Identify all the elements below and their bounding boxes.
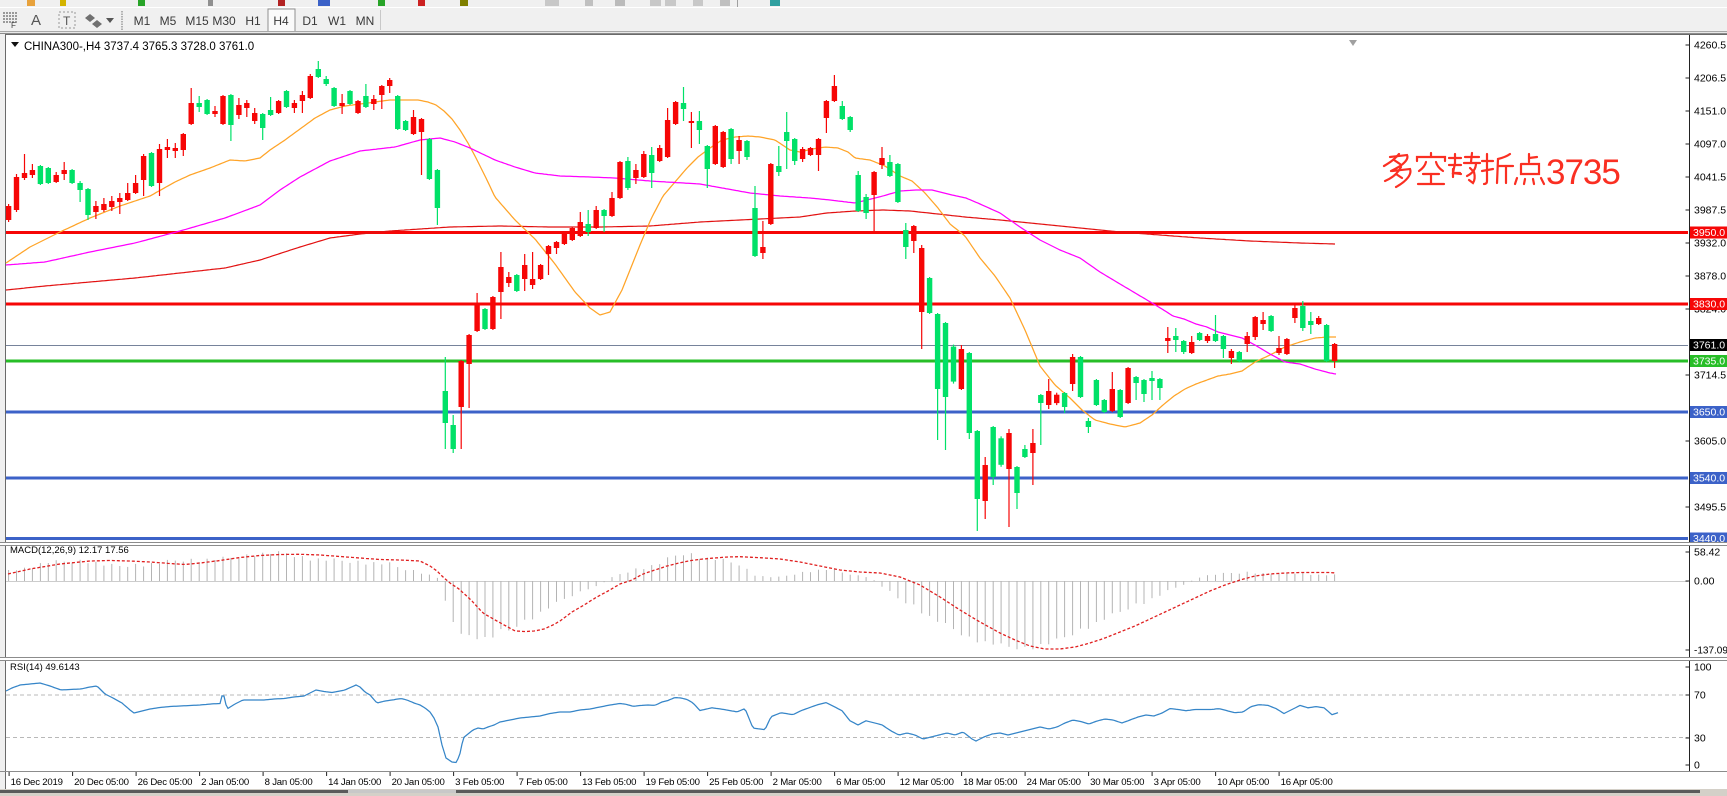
svg-text:70: 70 bbox=[1694, 690, 1706, 702]
svg-text:-137.09: -137.09 bbox=[1694, 646, 1727, 657]
svg-text:3987.5: 3987.5 bbox=[1694, 205, 1726, 217]
svg-text:25 Feb 05:00: 25 Feb 05:00 bbox=[709, 777, 763, 788]
svg-text:14 Jan 05:00: 14 Jan 05:00 bbox=[328, 777, 381, 788]
svg-text:M1: M1 bbox=[134, 14, 151, 28]
svg-text:H4: H4 bbox=[273, 14, 289, 28]
svg-text:16 Apr 05:00: 16 Apr 05:00 bbox=[1281, 777, 1333, 788]
svg-text:3714.5: 3714.5 bbox=[1694, 370, 1726, 382]
svg-text:2 Mar 05:00: 2 Mar 05:00 bbox=[773, 777, 822, 788]
svg-text:4260.5: 4260.5 bbox=[1694, 40, 1726, 52]
svg-text:12 Mar 05:00: 12 Mar 05:00 bbox=[900, 777, 954, 788]
svg-text:3932.0: 3932.0 bbox=[1694, 238, 1726, 250]
svg-text:3950.0: 3950.0 bbox=[1693, 227, 1725, 239]
svg-text:3878.0: 3878.0 bbox=[1694, 271, 1726, 283]
svg-text:18 Mar 05:00: 18 Mar 05:00 bbox=[963, 777, 1017, 788]
svg-text:F: F bbox=[11, 21, 16, 30]
svg-text:MACD(12,26,9) 12.17 17.56: MACD(12,26,9) 12.17 17.56 bbox=[10, 545, 129, 556]
svg-text:3 Apr 05:00: 3 Apr 05:00 bbox=[1154, 777, 1201, 788]
svg-text:19 Feb 05:00: 19 Feb 05:00 bbox=[646, 777, 700, 788]
svg-text:13 Feb 05:00: 13 Feb 05:00 bbox=[582, 777, 636, 788]
svg-text:8 Jan 05:00: 8 Jan 05:00 bbox=[265, 777, 313, 788]
svg-text:3650.0: 3650.0 bbox=[1693, 407, 1725, 419]
svg-text:4041.5: 4041.5 bbox=[1694, 172, 1726, 184]
svg-text:100: 100 bbox=[1694, 662, 1712, 674]
svg-text:30: 30 bbox=[1694, 733, 1706, 745]
svg-text:RSI(14) 49.6143: RSI(14) 49.6143 bbox=[10, 662, 80, 673]
svg-text:0: 0 bbox=[1694, 760, 1700, 772]
svg-text:3495.5: 3495.5 bbox=[1694, 502, 1726, 514]
svg-text:3540.0: 3540.0 bbox=[1693, 473, 1725, 485]
svg-text:M30: M30 bbox=[212, 14, 236, 28]
svg-text:2 Jan 05:00: 2 Jan 05:00 bbox=[201, 777, 249, 788]
svg-text:3735.0: 3735.0 bbox=[1693, 356, 1725, 368]
svg-text:W1: W1 bbox=[328, 14, 346, 28]
svg-text:0.00: 0.00 bbox=[1694, 576, 1715, 588]
svg-text:T: T bbox=[63, 14, 71, 28]
svg-text:3605.0: 3605.0 bbox=[1694, 436, 1726, 448]
svg-text:16 Dec 2019: 16 Dec 2019 bbox=[11, 777, 63, 788]
svg-text:H1: H1 bbox=[245, 14, 261, 28]
svg-text:M15: M15 bbox=[185, 14, 209, 28]
svg-text:MN: MN bbox=[356, 14, 375, 28]
svg-text:CHINA300-,H4 3737.4 3765.3 37: CHINA300-,H4 3737.4 3765.3 3728.0 3761.0 bbox=[24, 41, 254, 53]
svg-text:20 Jan 05:00: 20 Jan 05:00 bbox=[392, 777, 445, 788]
svg-text:6 Mar 05:00: 6 Mar 05:00 bbox=[836, 777, 885, 788]
svg-text:4151.0: 4151.0 bbox=[1694, 106, 1726, 118]
svg-text:10 Apr 05:00: 10 Apr 05:00 bbox=[1217, 777, 1269, 788]
svg-text:A: A bbox=[31, 12, 41, 29]
svg-text:30 Mar 05:00: 30 Mar 05:00 bbox=[1090, 777, 1144, 788]
svg-text:3735: 3735 bbox=[1546, 153, 1620, 192]
svg-text:3761.0: 3761.0 bbox=[1693, 340, 1725, 352]
svg-text:58.42: 58.42 bbox=[1694, 547, 1720, 559]
svg-text:26 Dec 05:00: 26 Dec 05:00 bbox=[138, 777, 193, 788]
svg-text:3 Feb 05:00: 3 Feb 05:00 bbox=[455, 777, 504, 788]
svg-text:4206.5: 4206.5 bbox=[1694, 73, 1726, 85]
svg-text:24 Mar 05:00: 24 Mar 05:00 bbox=[1027, 777, 1081, 788]
svg-text:D1: D1 bbox=[302, 14, 318, 28]
svg-text:7 Feb 05:00: 7 Feb 05:00 bbox=[519, 777, 568, 788]
svg-text:M5: M5 bbox=[160, 14, 177, 28]
svg-text:20 Dec 05:00: 20 Dec 05:00 bbox=[74, 777, 129, 788]
svg-text:4097.0: 4097.0 bbox=[1694, 139, 1726, 151]
svg-text:3830.0: 3830.0 bbox=[1693, 299, 1725, 311]
